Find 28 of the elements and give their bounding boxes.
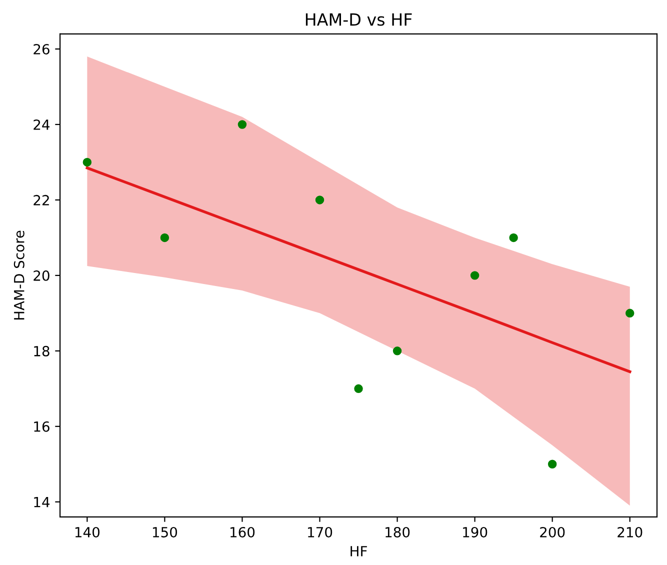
- x-axis-title: HF: [350, 546, 367, 556]
- point: [315, 196, 324, 204]
- y-tick-label: 22: [34, 194, 49, 206]
- point: [392, 346, 402, 356]
- point: [470, 271, 480, 280]
- y-tick-label: 18: [34, 346, 50, 356]
- x-tick-label: 190: [463, 526, 488, 538]
- x-tick-label: 200: [540, 526, 565, 538]
- y-tick-label: 14: [34, 497, 50, 508]
- point: [82, 158, 92, 167]
- point: [238, 120, 247, 129]
- y-tick-label: 24: [34, 119, 50, 130]
- y-tick-label: 20: [34, 270, 50, 281]
- x-tick-label: 140: [75, 526, 100, 538]
- point: [548, 460, 557, 469]
- x-tick-label: 150: [152, 526, 178, 538]
- x-tick-label: 170: [308, 526, 332, 538]
- x-tick-label: 160: [230, 526, 255, 538]
- point: [160, 233, 170, 242]
- point: [354, 384, 363, 394]
- point: [625, 308, 634, 318]
- x-tick-label: 210: [618, 526, 642, 538]
- y-tick-label: 16: [34, 421, 50, 432]
- chart-title: HAM-D vs HF: [306, 13, 412, 26]
- x-tick-label: 180: [386, 526, 410, 538]
- point: [509, 233, 518, 242]
- y-axis-title: HAM-D Score: [14, 230, 24, 320]
- y-tick-label: 26: [34, 44, 50, 54]
